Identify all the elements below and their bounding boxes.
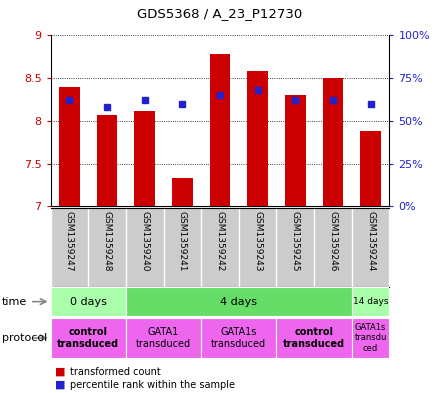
Text: time: time xyxy=(2,297,27,307)
Bar xyxy=(360,131,381,206)
Bar xyxy=(285,95,306,206)
Text: GSM1359244: GSM1359244 xyxy=(366,211,375,271)
Text: control
transduced: control transduced xyxy=(57,327,119,349)
Text: GSM1359243: GSM1359243 xyxy=(253,211,262,271)
Bar xyxy=(201,318,276,358)
Text: GSM1359240: GSM1359240 xyxy=(140,211,149,271)
Text: ■: ■ xyxy=(55,367,66,377)
Bar xyxy=(134,110,155,206)
Text: GSM1359242: GSM1359242 xyxy=(216,211,224,271)
Bar xyxy=(51,287,126,316)
Bar xyxy=(97,115,117,206)
Text: 0 days: 0 days xyxy=(70,297,106,307)
Text: transformed count: transformed count xyxy=(70,367,161,377)
Bar xyxy=(352,287,389,316)
Bar xyxy=(276,318,352,358)
Bar xyxy=(352,318,389,358)
Text: 4 days: 4 days xyxy=(220,297,257,307)
Text: GATA1
transduced: GATA1 transduced xyxy=(136,327,191,349)
Bar xyxy=(323,78,343,206)
Bar xyxy=(209,54,231,206)
Text: GSM1359246: GSM1359246 xyxy=(328,211,337,271)
Bar xyxy=(126,287,352,316)
Text: GDS5368 / A_23_P12730: GDS5368 / A_23_P12730 xyxy=(137,7,303,20)
Text: GATA1s
transduced: GATA1s transduced xyxy=(211,327,266,349)
Text: percentile rank within the sample: percentile rank within the sample xyxy=(70,380,235,390)
Text: 14 days: 14 days xyxy=(353,297,389,306)
Bar xyxy=(247,71,268,206)
Text: protocol: protocol xyxy=(2,333,48,343)
Bar xyxy=(126,318,201,358)
Text: control
transduced: control transduced xyxy=(283,327,345,349)
Text: GSM1359247: GSM1359247 xyxy=(65,211,74,271)
Text: ■: ■ xyxy=(55,380,66,390)
Text: GATA1s
transdu
ced: GATA1s transdu ced xyxy=(354,323,387,353)
Text: GSM1359248: GSM1359248 xyxy=(103,211,112,271)
Bar xyxy=(172,178,193,206)
Bar xyxy=(59,86,80,206)
Text: GSM1359245: GSM1359245 xyxy=(291,211,300,271)
Bar xyxy=(51,318,126,358)
Text: GSM1359241: GSM1359241 xyxy=(178,211,187,271)
